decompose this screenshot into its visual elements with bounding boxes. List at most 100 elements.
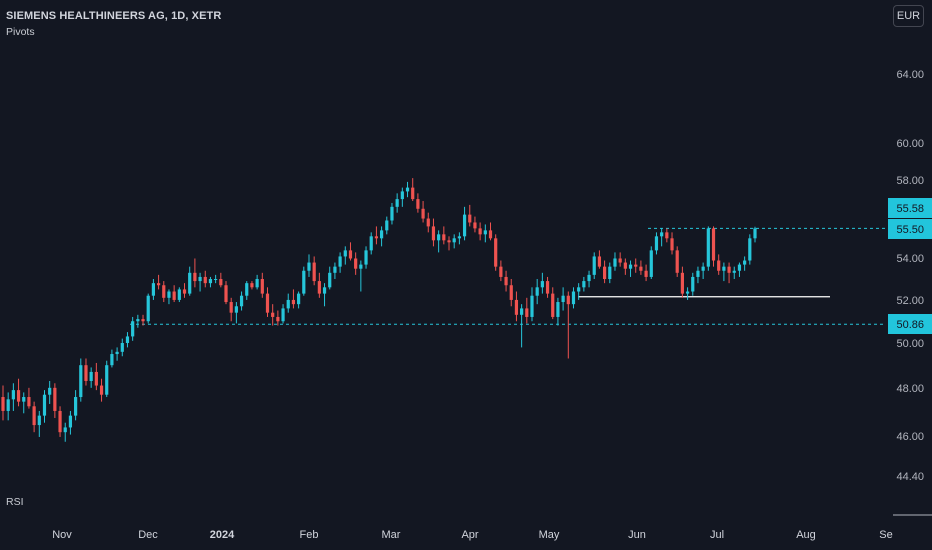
candle bbox=[265, 287, 270, 317]
candle bbox=[110, 349, 114, 368]
candle bbox=[229, 297, 233, 322]
candle bbox=[680, 266, 684, 298]
y-tick-label: 60.00 bbox=[896, 138, 924, 150]
x-tick-label: Nov bbox=[52, 529, 72, 541]
candle-body bbox=[437, 234, 441, 241]
candle-body bbox=[167, 291, 171, 298]
candle bbox=[618, 252, 622, 267]
candle bbox=[286, 293, 290, 313]
candle-body bbox=[400, 191, 404, 200]
candle-body bbox=[732, 270, 736, 273]
candle-body bbox=[618, 258, 622, 263]
y-tick-label: 54.00 bbox=[896, 253, 924, 265]
candle-body bbox=[623, 262, 627, 269]
candle bbox=[535, 279, 539, 305]
price-label: 55.58 bbox=[888, 198, 932, 218]
price-label-text: 50.86 bbox=[896, 319, 924, 331]
candle-body bbox=[680, 272, 684, 294]
candle-body bbox=[281, 308, 285, 322]
candle bbox=[421, 201, 425, 223]
candle bbox=[219, 272, 223, 288]
time-axis[interactable]: Nov Dec 2024 Feb Mar Apr May Jun Jul Aug Se bbox=[52, 514, 932, 541]
candle bbox=[125, 332, 130, 348]
candles bbox=[1, 178, 757, 442]
candle bbox=[162, 281, 166, 303]
candle bbox=[447, 236, 451, 251]
x-tick-label: Jun bbox=[628, 529, 646, 541]
candle bbox=[328, 266, 332, 290]
candle bbox=[691, 272, 695, 296]
symbol-title[interactable]: SIEMENS HEALTHINEERS AG, 1D, XETR bbox=[6, 10, 222, 22]
candle-body bbox=[188, 272, 192, 294]
candle bbox=[499, 260, 503, 282]
candle-body bbox=[468, 214, 472, 223]
candle-body bbox=[665, 232, 669, 239]
candle-body bbox=[172, 291, 176, 300]
candle bbox=[530, 287, 534, 322]
candle-body bbox=[105, 365, 109, 395]
candle-body bbox=[110, 354, 114, 366]
y-tick-label: 48.00 bbox=[896, 383, 924, 395]
candle-body bbox=[94, 371, 98, 386]
candle bbox=[473, 216, 477, 233]
candle bbox=[27, 387, 31, 409]
currency-button[interactable]: EUR bbox=[893, 5, 924, 27]
x-tick-label: Jul bbox=[710, 529, 724, 541]
candle-body bbox=[566, 295, 570, 305]
candle bbox=[639, 260, 643, 275]
candle bbox=[37, 410, 41, 437]
candle bbox=[188, 266, 192, 296]
candle-body bbox=[717, 260, 721, 271]
candle-body bbox=[390, 206, 394, 221]
y-tick-label: 50.00 bbox=[896, 338, 924, 350]
candle bbox=[193, 258, 197, 288]
candle-body bbox=[494, 238, 498, 267]
candle bbox=[717, 254, 721, 275]
candle-body bbox=[16, 390, 21, 402]
price-axis[interactable]: 64.00 60.00 58.00 54.00 52.00 50.00 48.00 46.00… bbox=[896, 69, 924, 483]
candle-body bbox=[359, 264, 363, 269]
candle-body bbox=[634, 264, 638, 267]
candle-body bbox=[32, 406, 36, 426]
price-label: 50.86 bbox=[888, 314, 932, 334]
candle-body bbox=[27, 397, 31, 407]
candle bbox=[379, 226, 384, 247]
indicator-label-pivots[interactable]: Pivots bbox=[6, 26, 35, 38]
candle bbox=[551, 287, 555, 320]
x-tick-label: Aug bbox=[796, 529, 816, 541]
candle bbox=[245, 281, 249, 300]
candle bbox=[89, 367, 93, 388]
candle-body bbox=[219, 279, 223, 286]
candle bbox=[623, 258, 627, 275]
candle bbox=[385, 216, 389, 235]
candle-body bbox=[74, 397, 78, 416]
rsi-label[interactable]: RSI bbox=[6, 496, 24, 508]
candle-body bbox=[685, 291, 690, 294]
candle bbox=[333, 262, 337, 280]
candle-body bbox=[426, 218, 430, 227]
candle-body bbox=[737, 264, 742, 271]
candle bbox=[374, 226, 379, 245]
candle bbox=[711, 226, 716, 267]
candle-body bbox=[271, 312, 275, 317]
x-tick-label: May bbox=[539, 529, 560, 541]
candle-body bbox=[587, 274, 591, 282]
candle-body bbox=[141, 319, 145, 322]
candle-body bbox=[125, 336, 130, 343]
candle bbox=[255, 274, 259, 290]
candle bbox=[613, 252, 617, 271]
candle-body bbox=[545, 281, 550, 294]
candle bbox=[79, 358, 83, 402]
candle-body bbox=[177, 289, 181, 300]
candle bbox=[509, 279, 513, 307]
candle bbox=[675, 246, 679, 277]
price-label-bg bbox=[888, 219, 932, 239]
candle-body bbox=[1, 397, 5, 411]
candle bbox=[628, 260, 633, 277]
candle-body bbox=[328, 272, 332, 288]
candle bbox=[146, 293, 150, 324]
candle bbox=[141, 314, 145, 326]
candle bbox=[748, 234, 752, 265]
candle-body bbox=[722, 266, 726, 271]
